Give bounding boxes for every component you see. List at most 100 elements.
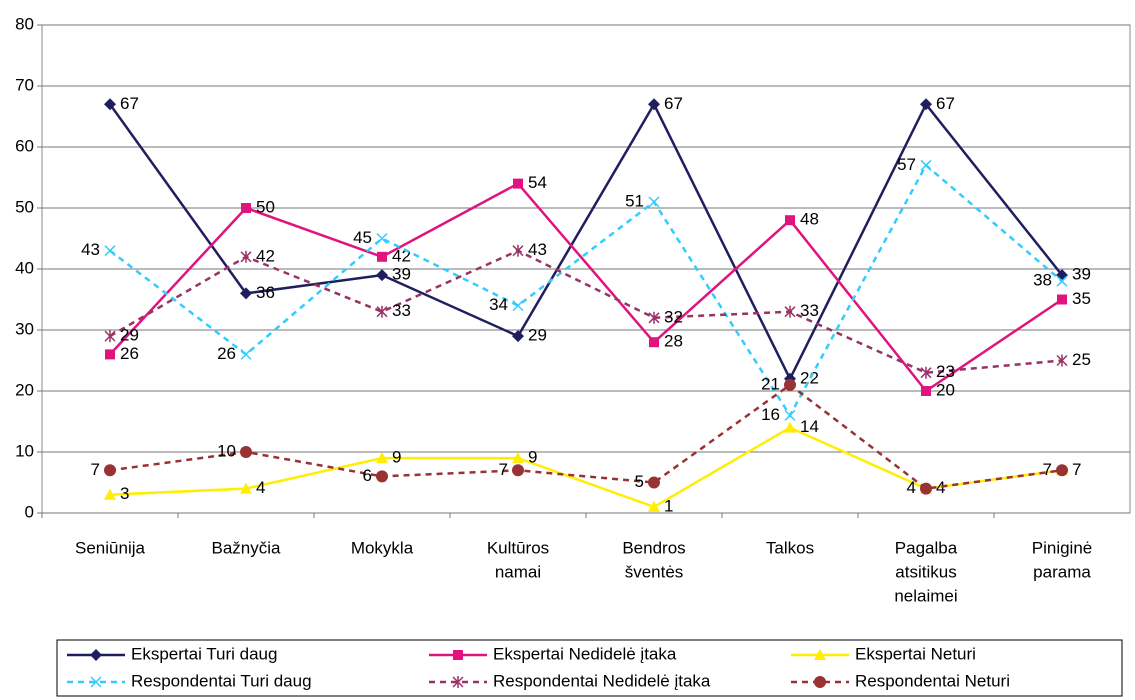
data-label: 4 [256,478,265,497]
data-label: 39 [1072,265,1091,284]
marker [512,452,524,464]
marker [376,470,388,483]
marker [512,244,524,257]
legend-label: Respondentai Neturi [855,671,1010,690]
x-tick-label: Piniginė [1032,538,1093,557]
data-label: 38 [1033,271,1052,290]
marker [105,349,115,360]
marker [240,250,252,263]
data-label: 7 [1072,460,1081,479]
data-label: 21 [761,374,780,393]
marker [920,366,932,379]
marker [784,305,796,318]
y-tick-label: 20 [15,380,34,399]
data-label: 50 [256,197,275,216]
marker [648,311,660,324]
data-label: 48 [800,210,819,229]
series-line [109,182,1063,393]
data-label: 7 [91,460,100,479]
marker [1057,294,1067,305]
marker [377,251,387,262]
x-tick-label: namai [495,562,541,581]
marker [376,305,388,318]
marker [648,98,660,111]
data-label: 42 [256,246,275,265]
y-tick-label: 80 [15,14,34,33]
data-label: 67 [664,94,683,113]
marker [784,409,796,421]
data-label: 1 [664,496,673,515]
data-label: 4 [936,478,945,497]
marker [376,232,388,245]
data-label: 20 [936,380,955,399]
marker [1056,464,1068,477]
data-label: 6 [363,466,372,485]
marker [453,650,463,660]
x-tick-label: nelaimei [894,586,957,605]
data-label: 35 [1072,289,1091,308]
marker [921,386,931,396]
data-label: 29 [120,326,139,345]
x-tick-label: Bendros [622,538,685,557]
marker [104,330,116,343]
marker [1056,275,1068,287]
series-line [108,101,1063,382]
marker [241,203,251,213]
marker [648,196,660,208]
marker [920,159,932,171]
x-tick-label: Kultūros [487,538,549,557]
marker [512,330,524,343]
data-label: 26 [217,344,236,363]
data-label: 14 [800,417,819,436]
data-label: 45 [353,228,372,247]
marker [648,500,660,512]
y-tick-label: 70 [15,75,34,94]
x-tick-label: Seniūnija [75,538,145,557]
data-label: 51 [625,191,644,210]
data-label: 43 [528,240,547,259]
data-label: 9 [392,448,401,467]
legend-label: Ekspertai Nedidelė įtaka [493,644,677,663]
y-tick-label: 10 [15,441,34,460]
marker [240,482,252,494]
legend-label: Respondentai Turi daug [131,671,312,690]
data-label: 32 [664,307,683,326]
marker [376,269,388,282]
y-tick-label: 40 [15,258,34,277]
data-label: 7 [1043,460,1052,479]
series-line [109,163,1063,418]
marker [240,287,252,300]
marker [512,300,524,312]
data-label: 33 [800,301,819,320]
marker [784,378,796,391]
series-line [109,383,1063,490]
data-label: 10 [217,441,236,460]
data-label: 54 [528,173,547,192]
x-tick-label: šventės [625,562,684,581]
data-label: 34 [489,295,508,314]
data-label: 67 [120,94,139,113]
marker [648,476,660,489]
data-label: 42 [392,246,411,265]
data-label: 22 [800,368,819,387]
data-label: 36 [256,283,275,302]
x-tick-label: parama [1033,562,1091,581]
marker [90,676,102,688]
x-tick-label: Pagalba [895,538,958,557]
marker [452,676,464,688]
legend-label: Respondentai Nedidelė įtaka [493,671,711,690]
y-tick-label: 30 [15,319,34,338]
data-label: 7 [499,460,508,479]
marker [649,337,659,348]
data-label: 67 [936,94,955,113]
marker [104,98,116,111]
marker [1056,354,1068,367]
legend-label: Ekspertai Neturi [855,644,976,663]
marker [784,421,796,433]
y-tick-label: 0 [25,502,34,521]
legend [56,639,1123,697]
x-tick-label: Bažnyčia [212,538,282,557]
marker [920,98,932,111]
